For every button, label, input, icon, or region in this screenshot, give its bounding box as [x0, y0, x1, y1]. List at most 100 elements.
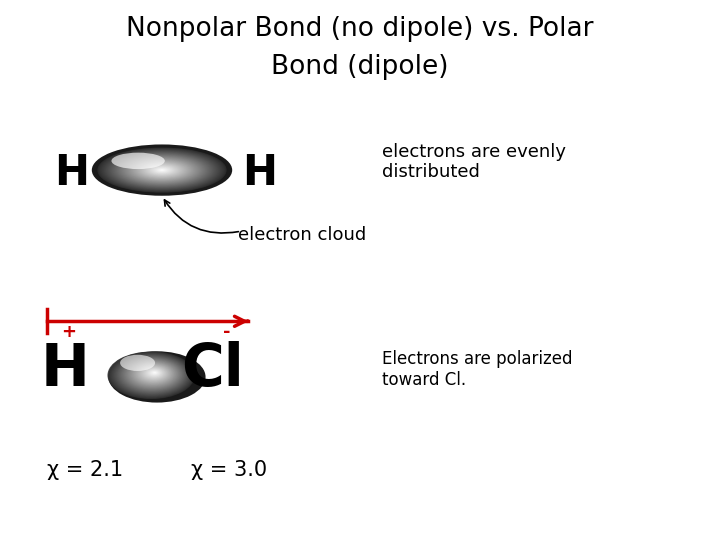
- Text: Cl: Cl: [181, 341, 244, 399]
- Ellipse shape: [146, 165, 178, 176]
- Ellipse shape: [101, 148, 223, 192]
- Ellipse shape: [132, 363, 174, 385]
- Ellipse shape: [158, 168, 166, 172]
- Ellipse shape: [125, 157, 199, 183]
- Ellipse shape: [151, 166, 173, 174]
- Ellipse shape: [155, 167, 169, 173]
- Text: +: +: [61, 323, 76, 341]
- Ellipse shape: [117, 154, 207, 186]
- Ellipse shape: [136, 161, 188, 179]
- Ellipse shape: [138, 161, 186, 179]
- Ellipse shape: [145, 164, 179, 176]
- Ellipse shape: [137, 364, 170, 383]
- Ellipse shape: [157, 168, 167, 172]
- Ellipse shape: [156, 168, 168, 172]
- Ellipse shape: [136, 364, 171, 383]
- Ellipse shape: [120, 357, 185, 393]
- Ellipse shape: [112, 153, 212, 187]
- Ellipse shape: [130, 361, 176, 387]
- Ellipse shape: [125, 360, 179, 389]
- Ellipse shape: [131, 362, 175, 386]
- Ellipse shape: [152, 371, 158, 374]
- Ellipse shape: [135, 363, 172, 384]
- Ellipse shape: [124, 359, 181, 390]
- Ellipse shape: [104, 150, 220, 191]
- Ellipse shape: [122, 358, 183, 391]
- Ellipse shape: [141, 367, 166, 380]
- Ellipse shape: [148, 165, 176, 175]
- Ellipse shape: [127, 360, 179, 388]
- Ellipse shape: [121, 357, 184, 392]
- Ellipse shape: [131, 159, 193, 181]
- Text: H: H: [40, 341, 89, 399]
- Ellipse shape: [140, 366, 168, 381]
- Ellipse shape: [112, 353, 192, 397]
- Ellipse shape: [125, 359, 180, 389]
- Text: Electrons are polarized
toward Cl.: Electrons are polarized toward Cl.: [382, 350, 572, 389]
- Ellipse shape: [122, 358, 182, 390]
- Ellipse shape: [148, 370, 160, 376]
- Ellipse shape: [120, 156, 204, 185]
- Ellipse shape: [103, 150, 221, 191]
- Ellipse shape: [118, 154, 206, 186]
- Ellipse shape: [132, 362, 174, 386]
- Text: H: H: [55, 152, 89, 194]
- Text: H: H: [242, 152, 276, 194]
- Ellipse shape: [114, 153, 210, 187]
- Ellipse shape: [105, 150, 219, 190]
- Ellipse shape: [125, 157, 199, 183]
- Ellipse shape: [139, 366, 168, 381]
- Ellipse shape: [113, 354, 190, 396]
- Ellipse shape: [116, 154, 208, 186]
- Ellipse shape: [142, 163, 182, 177]
- Ellipse shape: [123, 359, 181, 390]
- Ellipse shape: [92, 144, 232, 195]
- Ellipse shape: [119, 356, 186, 393]
- Ellipse shape: [147, 369, 161, 377]
- Ellipse shape: [127, 158, 197, 183]
- Ellipse shape: [119, 155, 205, 185]
- Ellipse shape: [143, 163, 181, 177]
- Ellipse shape: [153, 372, 156, 374]
- Ellipse shape: [140, 366, 167, 381]
- Ellipse shape: [116, 355, 188, 394]
- Ellipse shape: [129, 361, 177, 387]
- Text: χ = 3.0: χ = 3.0: [191, 460, 267, 480]
- Ellipse shape: [144, 368, 164, 379]
- Ellipse shape: [159, 169, 165, 171]
- Ellipse shape: [108, 352, 194, 399]
- Ellipse shape: [150, 370, 159, 375]
- Ellipse shape: [127, 158, 197, 182]
- Ellipse shape: [161, 170, 163, 171]
- Ellipse shape: [130, 159, 194, 181]
- Ellipse shape: [107, 352, 195, 399]
- Ellipse shape: [150, 166, 174, 174]
- Ellipse shape: [130, 362, 176, 386]
- Ellipse shape: [117, 356, 187, 394]
- Ellipse shape: [122, 156, 202, 184]
- Ellipse shape: [114, 354, 189, 395]
- Ellipse shape: [129, 158, 195, 182]
- Ellipse shape: [109, 352, 206, 403]
- Ellipse shape: [147, 165, 177, 176]
- Ellipse shape: [107, 151, 217, 190]
- Ellipse shape: [140, 162, 184, 178]
- Text: -: -: [223, 323, 230, 341]
- Text: Nonpolar Bond (no dipole) vs. Polar: Nonpolar Bond (no dipole) vs. Polar: [126, 16, 594, 42]
- Text: electron cloud: electron cloud: [238, 226, 366, 244]
- Ellipse shape: [99, 148, 225, 192]
- Ellipse shape: [133, 160, 191, 180]
- Ellipse shape: [114, 355, 189, 395]
- Ellipse shape: [106, 151, 218, 190]
- Ellipse shape: [109, 152, 215, 188]
- Ellipse shape: [154, 372, 156, 373]
- Ellipse shape: [140, 163, 184, 178]
- Ellipse shape: [138, 365, 169, 382]
- Ellipse shape: [135, 364, 171, 383]
- Ellipse shape: [120, 357, 184, 392]
- Ellipse shape: [120, 355, 155, 371]
- Ellipse shape: [160, 170, 164, 171]
- Ellipse shape: [153, 372, 157, 374]
- Ellipse shape: [102, 149, 222, 191]
- Ellipse shape: [99, 148, 225, 192]
